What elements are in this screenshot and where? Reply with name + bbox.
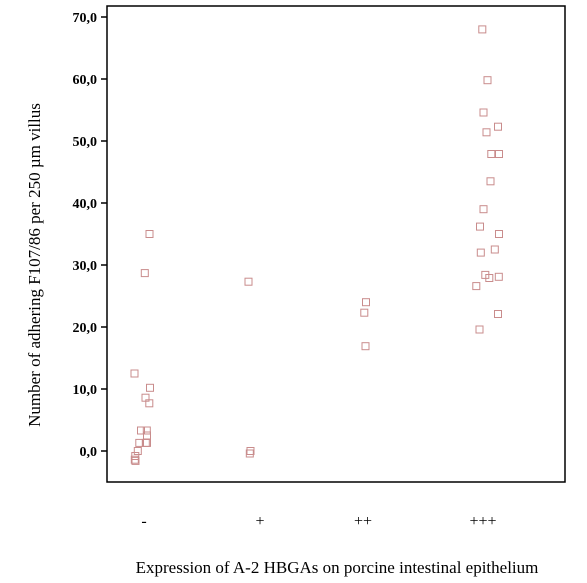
x-axis-title: Expression of A-2 HBGAs on porcine intes… — [136, 558, 539, 577]
data-point-marker — [495, 150, 503, 158]
x-category-label: + — [255, 513, 264, 530]
x-axis: - + ++ +++ — [141, 513, 496, 530]
data-point-marker — [486, 177, 495, 186]
y-tick-label: 10,0 — [73, 383, 98, 398]
y-tick-label: 70,0 — [73, 11, 98, 26]
data-point-marker — [475, 325, 484, 334]
data-point-marker — [130, 369, 139, 378]
data-point-marker — [360, 308, 369, 317]
data-point-marker — [494, 272, 503, 281]
data-point-marker — [246, 447, 255, 455]
y-axis: 0,0 10,0 20,0 30,0 40,0 50,0 60,0 70,0 — [73, 11, 107, 460]
x-category-label: - — [141, 513, 146, 530]
y-tick-label: 20,0 — [73, 321, 98, 336]
y-tick-label: 40,0 — [73, 197, 98, 212]
data-point-marker — [146, 383, 154, 392]
x-category-label: ++ — [354, 513, 372, 530]
data-point-marker — [472, 282, 481, 291]
data-point-marker — [494, 310, 502, 318]
data-point-marker — [487, 150, 496, 158]
data-point-marker — [130, 455, 139, 464]
x-category-label: +++ — [469, 513, 496, 530]
data-point-marker — [482, 128, 491, 137]
y-axis-title: Number of adhering F107/86 per 250 µm vi… — [25, 103, 44, 427]
data-point-marker — [494, 122, 502, 131]
data-point-marker — [362, 298, 370, 307]
data-points — [130, 25, 503, 465]
data-point-marker — [495, 230, 503, 238]
data-point-marker — [483, 76, 492, 85]
data-point-marker — [479, 108, 488, 117]
data-point-marker — [140, 269, 149, 278]
data-point-marker — [479, 205, 488, 214]
data-point-marker — [490, 245, 499, 254]
data-point-marker — [245, 449, 254, 458]
data-point-marker — [137, 426, 145, 435]
data-point-marker — [476, 222, 484, 231]
data-point-marker — [133, 447, 142, 455]
data-point-marker — [145, 230, 154, 238]
y-tick-label: 60,0 — [73, 73, 98, 88]
data-point-marker — [145, 399, 154, 408]
data-point-marker — [476, 248, 485, 257]
data-point-marker — [485, 274, 494, 282]
data-point-marker — [478, 25, 487, 34]
data-point-marker — [143, 438, 151, 447]
y-tick-label: 0,0 — [80, 445, 98, 460]
plot-area-frame — [106, 5, 566, 483]
data-point-marker — [244, 277, 253, 286]
y-tick-label: 50,0 — [73, 135, 98, 150]
data-point-marker — [142, 426, 151, 435]
y-tick-label: 30,0 — [73, 259, 98, 274]
data-point-marker — [131, 456, 140, 465]
data-point-marker — [361, 342, 370, 351]
